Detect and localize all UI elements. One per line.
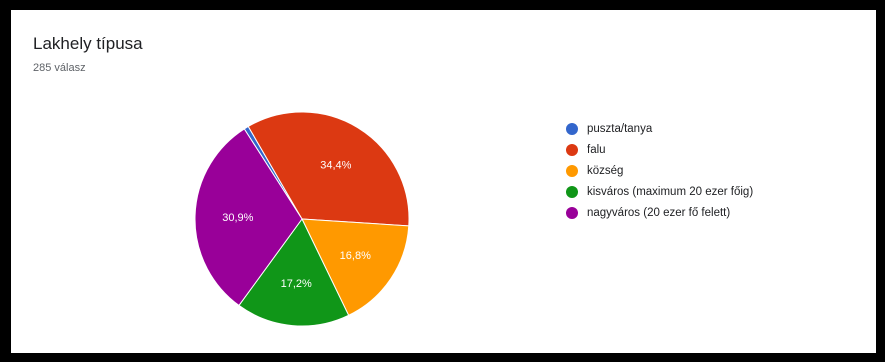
legend-swatch [566, 206, 578, 219]
legend-item[interactable]: nagyváros (20 ezer fő felett) [566, 202, 753, 223]
legend-label: nagyváros (20 ezer fő felett) [587, 206, 731, 219]
legend-item[interactable]: község [566, 160, 753, 181]
pie-slice[interactable] [301, 218, 410, 316]
slice-percent-label: 34,4% [320, 159, 351, 171]
response-count: 285 válasz [33, 62, 86, 74]
slice-percent-label: 17,2% [281, 278, 312, 290]
chart-title: Lakhely típusa [33, 34, 143, 53]
legend-swatch [566, 164, 578, 177]
legend-item[interactable]: kisváros (maximum 20 ezer főig) [566, 181, 753, 202]
pie-slice[interactable] [238, 218, 350, 327]
legend-label: puszta/tanya [587, 122, 653, 135]
slice-percent-label: 16,8% [340, 250, 371, 262]
pie-slice[interactable] [247, 111, 410, 227]
legend-swatch [566, 143, 578, 156]
legend-item[interactable]: falu [566, 139, 753, 160]
slice-percent-label: 30,9% [222, 212, 253, 224]
pie-slice[interactable] [194, 128, 303, 307]
legend-label: falu [587, 143, 606, 156]
legend-label: község [587, 164, 624, 177]
legend: puszta/tanya falu község kisváros (maximum … [566, 118, 753, 223]
legend-label: kisváros (maximum 20 ezer főig) [587, 185, 754, 198]
legend-swatch [566, 185, 578, 198]
legend-item[interactable]: puszta/tanya [566, 118, 753, 139]
legend-swatch [566, 122, 578, 135]
